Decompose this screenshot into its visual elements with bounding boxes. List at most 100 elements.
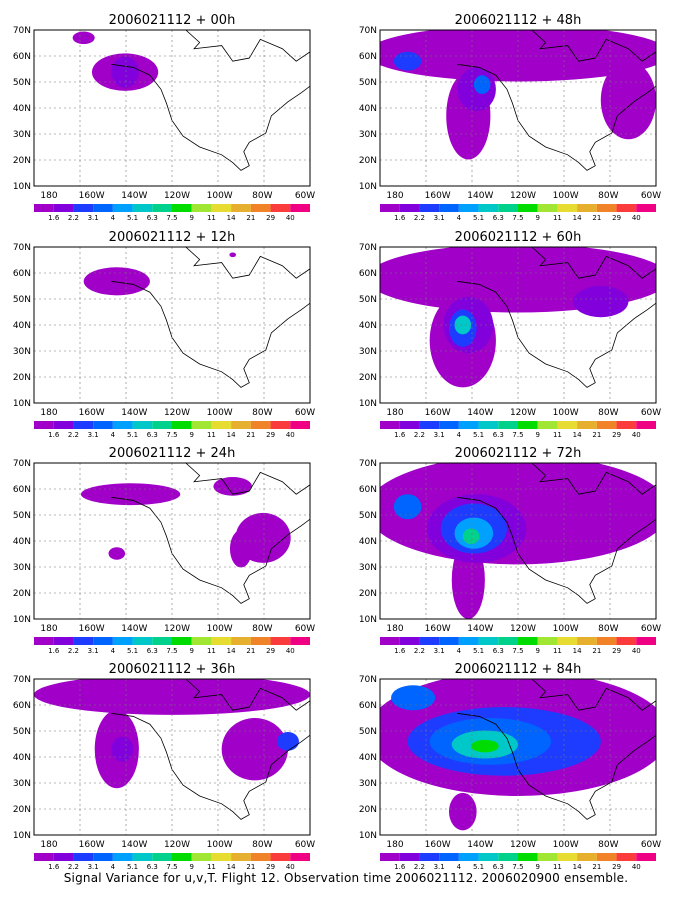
colorbar-segment bbox=[290, 421, 310, 429]
lon-label: 120W bbox=[164, 191, 190, 201]
lon-label: 120W bbox=[164, 624, 190, 634]
colorbar-label: 4 bbox=[457, 863, 462, 871]
panel-title: 2006021112 + 36h bbox=[109, 662, 236, 677]
field-contour bbox=[600, 61, 656, 140]
colorbar-segment bbox=[478, 421, 499, 429]
panel-title: 2006021112 + 48h bbox=[455, 13, 582, 28]
colorbar-label: 7.5 bbox=[166, 647, 177, 655]
lon-label: 160W bbox=[425, 191, 451, 201]
colorbar-label: 2.2 bbox=[414, 214, 425, 222]
colorbar-segment bbox=[34, 204, 54, 212]
colorbar-segment bbox=[399, 204, 420, 212]
lat-label: 50N bbox=[359, 727, 377, 737]
lat-label: 30N bbox=[359, 347, 377, 357]
colorbar-label: 6.3 bbox=[147, 431, 158, 439]
colorbar-segment bbox=[172, 637, 192, 645]
colorbar-label: 14 bbox=[227, 214, 236, 222]
colorbar-label: 7.5 bbox=[512, 863, 523, 871]
coastline bbox=[531, 463, 656, 495]
lon-label: 140W bbox=[467, 408, 493, 418]
colorbar-segment bbox=[557, 853, 578, 861]
lat-label: 20N bbox=[359, 805, 377, 815]
colorbar-segment bbox=[419, 421, 440, 429]
field-contour bbox=[462, 528, 480, 545]
lat-label: 10N bbox=[13, 615, 31, 625]
coastline bbox=[457, 712, 656, 820]
colorbar-segment bbox=[191, 204, 212, 212]
colorbar-segment bbox=[537, 637, 558, 645]
lat-label: 70N bbox=[13, 459, 31, 469]
field-contour bbox=[213, 477, 253, 496]
map-panel: 2006021112 + 24h 70N 60N 50N 40N 30N 20N 10N 180… bbox=[13, 446, 315, 655]
colorbar-label: 4 bbox=[111, 647, 116, 655]
colorbar-label: 7.5 bbox=[512, 431, 523, 439]
lat-label: 70N bbox=[359, 459, 377, 469]
colorbar-label: 5.1 bbox=[127, 647, 138, 655]
map-panel: 2006021112 + 00h 70N 60N 50N 40N 30N 20N 10N 180… bbox=[13, 13, 315, 222]
colorbar-segment bbox=[439, 853, 459, 861]
colorbar-label: 2.2 bbox=[68, 647, 79, 655]
colorbar-label: 6.3 bbox=[493, 863, 504, 871]
colorbar-segment bbox=[577, 421, 597, 429]
coastline bbox=[185, 247, 310, 279]
colorbar-label: 6.3 bbox=[147, 647, 158, 655]
colorbar-segment bbox=[380, 853, 400, 861]
colorbar-label: 21 bbox=[592, 214, 601, 222]
colorbar-segment bbox=[380, 204, 400, 212]
colorbar-segment bbox=[132, 853, 153, 861]
lon-label: 100W bbox=[207, 408, 233, 418]
lon-label: 120W bbox=[510, 408, 536, 418]
colorbar-segment bbox=[73, 421, 94, 429]
colorbar-segment bbox=[250, 421, 271, 429]
lon-label: 100W bbox=[553, 408, 579, 418]
coastline bbox=[457, 63, 656, 171]
colorbar-label: 29 bbox=[612, 214, 621, 222]
signal-field bbox=[34, 679, 310, 820]
colorbar-segment bbox=[596, 637, 617, 645]
colorbar-segment bbox=[557, 204, 578, 212]
lon-label: 180 bbox=[386, 408, 403, 418]
panel-title: 2006021112 + 60h bbox=[455, 230, 582, 245]
lat-label: 60N bbox=[359, 52, 377, 62]
colorbar-label: 14 bbox=[573, 647, 582, 655]
colorbar-label: 29 bbox=[612, 647, 621, 655]
colorbar-label: 7.5 bbox=[512, 214, 523, 222]
colorbar-label: 11 bbox=[207, 431, 216, 439]
colorbar-label: 11 bbox=[207, 863, 216, 871]
colorbar-label: 9 bbox=[535, 431, 539, 439]
field-contour bbox=[393, 494, 422, 520]
panel-title: 2006021112 + 00h bbox=[109, 13, 236, 28]
map-frame bbox=[379, 29, 657, 187]
colorbar-label: 11 bbox=[207, 214, 216, 222]
colorbar-segment bbox=[518, 204, 538, 212]
colorbar-segment bbox=[93, 853, 113, 861]
colorbar-segment bbox=[270, 637, 291, 645]
colorbar-label: 21 bbox=[592, 431, 601, 439]
lon-label: 60W bbox=[641, 191, 661, 201]
colorbar-segment bbox=[93, 204, 113, 212]
lat-label: 50N bbox=[13, 78, 31, 88]
lat-label: 30N bbox=[13, 130, 31, 140]
field-contour bbox=[229, 252, 237, 258]
colorbar-label: 21 bbox=[246, 647, 255, 655]
colorbar-segment bbox=[211, 853, 232, 861]
colorbar-segment bbox=[172, 853, 192, 861]
lat-label: 10N bbox=[13, 182, 31, 192]
field-contour bbox=[111, 736, 134, 762]
colorbar-label: 14 bbox=[573, 431, 582, 439]
colorbar-segment bbox=[439, 421, 459, 429]
lon-label: 160W bbox=[79, 840, 105, 850]
colorbar-label: 3.1 bbox=[88, 863, 99, 871]
colorbar-label: 2.2 bbox=[414, 431, 425, 439]
colorbar-segment bbox=[152, 637, 172, 645]
map-frame bbox=[379, 678, 657, 836]
lon-label: 100W bbox=[207, 840, 233, 850]
lon-label: 120W bbox=[164, 408, 190, 418]
map-panel: 2006021112 + 36h 70N 60N 50N 40N 30N 20N 10N 180… bbox=[13, 662, 315, 871]
lat-label: 20N bbox=[13, 805, 31, 815]
colorbar-label: 1.6 bbox=[394, 214, 406, 222]
colorbar-label: 5.1 bbox=[473, 863, 484, 871]
lat-label: 50N bbox=[359, 511, 377, 521]
colorbar-label: 5.1 bbox=[473, 431, 484, 439]
